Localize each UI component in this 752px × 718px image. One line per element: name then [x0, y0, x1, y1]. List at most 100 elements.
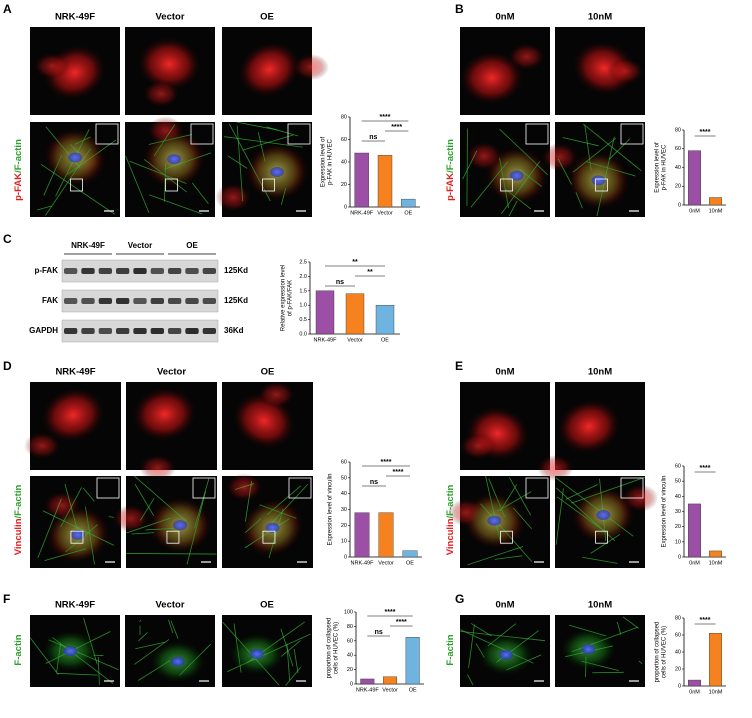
blot-row-label: p-FAK: [34, 266, 58, 275]
fiber: [227, 155, 248, 169]
inset-box: [620, 477, 644, 499]
bar: [383, 676, 398, 685]
column-header: 10nM: [588, 600, 612, 611]
row-label-part: Vinculin: [13, 518, 24, 555]
fiber: [236, 121, 279, 131]
band: [81, 298, 95, 304]
y-axis-label: Expression level of: [655, 142, 661, 193]
y-tick-label: 2.0: [299, 274, 307, 280]
x-tick-label: Vector: [382, 687, 398, 693]
band: [81, 268, 95, 274]
bar: [377, 155, 393, 208]
row-label: Vinculin/F-actin: [445, 485, 456, 556]
roi-box: [166, 530, 180, 544]
band: [98, 268, 112, 274]
x-tick-label: OE: [409, 687, 417, 693]
y-tick-label: 60: [675, 632, 681, 638]
bar: [354, 152, 369, 208]
sig-label: ns: [369, 134, 377, 141]
y-tick-label: 40: [341, 491, 347, 497]
cell: [139, 454, 176, 482]
micrograph: [30, 27, 120, 115]
fiber: [608, 138, 631, 160]
panel-letter: A: [3, 2, 12, 16]
row-label-part: /F-actin: [13, 485, 24, 519]
band: [116, 298, 130, 304]
fiber: [97, 656, 100, 685]
micrograph: [460, 122, 550, 217]
fiber: [244, 481, 253, 522]
y-tick-label: 100: [344, 609, 353, 615]
micrograph: [460, 382, 550, 470]
y-tick-label: 20: [341, 523, 347, 529]
blot-size: 36Kd: [224, 326, 244, 335]
row-label-part: /F-actin: [445, 485, 456, 519]
micrograph: [555, 615, 645, 687]
band: [64, 328, 78, 334]
bar: [709, 633, 723, 687]
fiber: [149, 194, 203, 215]
fiber: [139, 498, 155, 521]
fiber: [466, 128, 468, 206]
band: [64, 268, 78, 274]
micrograph: [125, 615, 215, 687]
fiber: [280, 640, 301, 657]
roi-box: [595, 178, 608, 192]
cell: [607, 57, 644, 85]
band: [150, 298, 164, 304]
row-label: p-FAK/F-actin: [445, 139, 456, 201]
cell: [33, 52, 70, 80]
fiber: [582, 556, 618, 564]
x-tick-label: 10nM: [709, 208, 723, 214]
sig-label: ****: [380, 114, 391, 121]
fiber: [509, 477, 532, 516]
y-axis-label: Expression level of: [321, 136, 327, 187]
column-header: NRK-49F: [55, 600, 95, 611]
x-tick-label: OE: [381, 337, 389, 343]
nucleus: [167, 154, 182, 165]
roi-box: [70, 530, 84, 544]
micrograph: [215, 121, 312, 217]
column-header: OE: [186, 241, 198, 250]
band: [116, 268, 130, 274]
band: [133, 268, 147, 274]
nucleus: [487, 515, 502, 526]
fiber: [286, 643, 291, 681]
micrograph: [537, 382, 645, 482]
micrograph: [460, 27, 550, 115]
bar: [709, 197, 723, 206]
sig-label: ****: [700, 465, 711, 472]
band: [64, 298, 78, 304]
x-tick-label: NRK-49F: [356, 687, 380, 693]
cell: [238, 42, 300, 97]
bar: [688, 679, 702, 687]
fiber: [170, 620, 179, 639]
band: [185, 268, 199, 274]
nucleus: [68, 152, 83, 163]
y-tick-label: 50: [675, 479, 681, 485]
y-tick-label: 1.5: [299, 288, 307, 294]
sig-label: **: [352, 259, 358, 266]
nucleus: [509, 170, 524, 181]
band: [168, 328, 182, 334]
y-tick-label: 40: [341, 159, 347, 165]
bar: [375, 305, 395, 335]
inset-box: [287, 123, 311, 145]
nucleus: [591, 175, 606, 186]
fiber: [125, 156, 150, 214]
fiber: [135, 641, 165, 650]
band: [168, 298, 182, 304]
nucleus: [249, 648, 264, 659]
fiber: [565, 484, 598, 500]
fiber: [467, 546, 524, 566]
fiber: [562, 137, 599, 147]
y-tick-label: 0: [344, 204, 347, 210]
fiber: [583, 123, 642, 172]
micrograph: [222, 615, 312, 687]
column-header: NRK-49F: [55, 367, 95, 378]
micrograph: [125, 116, 215, 217]
fiber: [131, 532, 155, 535]
fiber: [462, 150, 478, 180]
roi-box: [70, 178, 83, 192]
micrograph: [555, 476, 659, 568]
